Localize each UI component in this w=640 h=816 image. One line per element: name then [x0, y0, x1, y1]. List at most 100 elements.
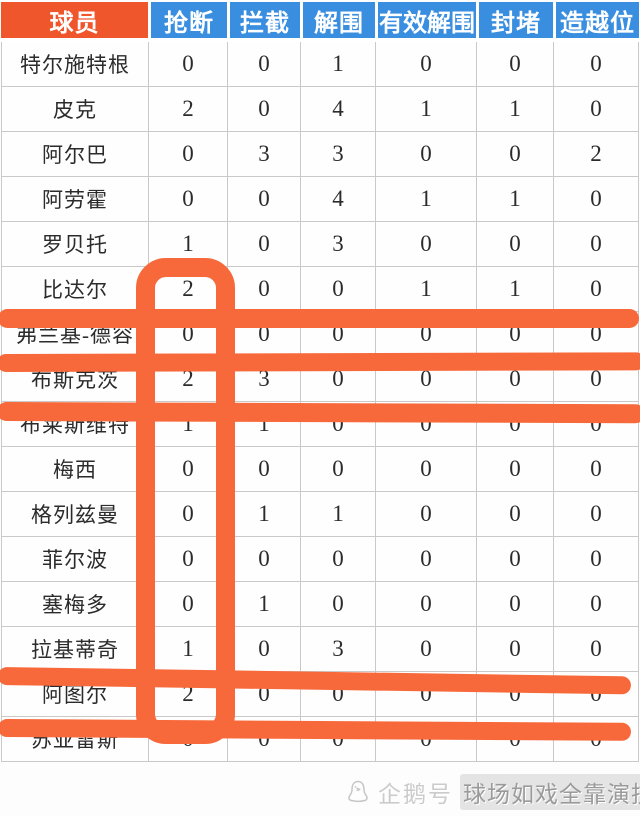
player-name-cell: 阿劳霍 — [1, 177, 148, 222]
stat-cell: 1 — [148, 402, 227, 447]
stat-cell: 3 — [227, 357, 300, 402]
player-name-cell: 布斯克茨 — [1, 357, 148, 402]
stat-cell: 2 — [553, 132, 639, 177]
player-name-cell: 特尔施特根 — [1, 42, 148, 87]
stat-cell: 0 — [148, 492, 227, 537]
stat-cell: 0 — [300, 447, 375, 492]
stat-cell: 1 — [476, 87, 553, 132]
table-row: 布斯克茨 2 3 0 0 0 0 — [1, 357, 639, 402]
stat-cell: 0 — [148, 447, 227, 492]
table-row: 罗贝托 1 0 3 0 0 0 — [1, 222, 639, 267]
column-header-player: 球员 — [1, 2, 148, 42]
stat-cell: 0 — [300, 357, 375, 402]
stat-cell: 0 — [300, 312, 375, 357]
stat-cell: 0 — [227, 312, 300, 357]
stat-cell: 0 — [227, 627, 300, 672]
stat-cell: 0 — [300, 582, 375, 627]
stat-cell: 0 — [148, 582, 227, 627]
stat-cell: 1 — [148, 627, 227, 672]
stat-cell: 0 — [476, 717, 553, 762]
stat-cell: 0 — [553, 672, 639, 717]
player-name-cell: 梅西 — [1, 447, 148, 492]
table-row: 特尔施特根 0 0 1 0 0 0 — [1, 42, 639, 87]
stat-cell: 0 — [476, 447, 553, 492]
column-header-effective-clearances: 有效解围 — [375, 2, 476, 42]
watermark-account-label: 球场如戏全靠演技 — [460, 774, 640, 810]
player-name-cell: 皮克 — [1, 87, 148, 132]
stat-cell: 0 — [476, 357, 553, 402]
stat-cell: 0 — [227, 672, 300, 717]
table-row: 阿劳霍 0 0 4 1 1 0 — [1, 177, 639, 222]
stat-cell: 0 — [375, 42, 476, 87]
stat-cell: 1 — [375, 177, 476, 222]
table-row: 弗兰基-德容 0 0 0 0 0 0 — [1, 312, 639, 357]
stat-cell: 0 — [227, 447, 300, 492]
table-body: 特尔施特根 0 0 1 0 0 0 皮克 2 0 4 1 1 0 阿尔巴 0 3… — [1, 42, 639, 762]
stat-cell: 0 — [476, 402, 553, 447]
stat-cell: 0 — [476, 222, 553, 267]
stat-cell: 2 — [148, 357, 227, 402]
stat-cell: 0 — [553, 537, 639, 582]
stat-cell: 0 — [375, 312, 476, 357]
stat-cell: 0 — [553, 402, 639, 447]
stat-cell: 0 — [227, 87, 300, 132]
stat-cell: 0 — [553, 627, 639, 672]
stat-cell: 1 — [227, 402, 300, 447]
stat-cell: 0 — [375, 447, 476, 492]
stat-cell: 0 — [553, 222, 639, 267]
stat-cell: 0 — [375, 672, 476, 717]
column-header-clearances: 解围 — [300, 2, 375, 42]
stat-cell: 2 — [148, 267, 227, 312]
stat-cell: 0 — [227, 177, 300, 222]
stat-cell: 0 — [476, 627, 553, 672]
stat-cell: 0 — [227, 537, 300, 582]
table-row: 阿图尔 2 0 0 0 0 0 — [1, 672, 639, 717]
player-name-cell: 格列兹曼 — [1, 492, 148, 537]
table-row: 比达尔 2 0 0 1 1 0 — [1, 267, 639, 312]
player-name-cell: 罗贝托 — [1, 222, 148, 267]
stat-cell: 1 — [476, 267, 553, 312]
stat-cell: 0 — [375, 582, 476, 627]
stat-cell: 0 — [300, 267, 375, 312]
player-name-cell: 布莱斯维特 — [1, 402, 148, 447]
stat-cell: 4 — [300, 177, 375, 222]
stat-cell: 0 — [476, 582, 553, 627]
table-row: 阿尔巴 0 3 3 0 0 2 — [1, 132, 639, 177]
stat-cell: 3 — [300, 132, 375, 177]
column-header-interceptions: 拦截 — [227, 2, 300, 42]
header-row: 球员 抢断 拦截 解围 有效解围 封堵 造越位 — [1, 2, 639, 42]
column-header-blocks: 封堵 — [476, 2, 553, 42]
stat-cell: 0 — [375, 222, 476, 267]
player-defense-stats-table: 球员 抢断 拦截 解围 有效解围 封堵 造越位 特尔施特根 0 0 1 0 0 … — [1, 2, 639, 762]
stat-cell: 3 — [227, 132, 300, 177]
stat-cell: 0 — [227, 717, 300, 762]
stat-cell: 1 — [300, 42, 375, 87]
table-row: 拉基蒂奇 1 0 3 0 0 0 — [1, 627, 639, 672]
stat-cell: 0 — [300, 717, 375, 762]
stat-cell: 0 — [148, 42, 227, 87]
stat-cell: 1 — [227, 492, 300, 537]
stat-cell: 1 — [300, 492, 375, 537]
stat-cell: 1 — [375, 87, 476, 132]
player-name-cell: 比达尔 — [1, 267, 148, 312]
stat-cell: 0 — [375, 627, 476, 672]
table-row: 布莱斯维特 1 1 0 0 0 0 — [1, 402, 639, 447]
stat-cell: 0 — [148, 537, 227, 582]
table-row: 菲尔波 0 0 0 0 0 0 — [1, 537, 639, 582]
table-row: 塞梅多 0 1 0 0 0 0 — [1, 582, 639, 627]
stat-cell: 4 — [300, 87, 375, 132]
player-name-cell: 塞梅多 — [1, 582, 148, 627]
stat-cell: 0 — [553, 42, 639, 87]
stat-cell: 0 — [553, 717, 639, 762]
stat-cell: 0 — [375, 132, 476, 177]
stat-cell: 0 — [476, 132, 553, 177]
stat-cell: 0 — [553, 177, 639, 222]
stat-cell: 0 — [148, 312, 227, 357]
stat-cell: 0 — [476, 672, 553, 717]
stat-cell: 0 — [375, 402, 476, 447]
stat-cell: 0 — [227, 267, 300, 312]
stat-cell: 0 — [553, 447, 639, 492]
stat-cell: 0 — [553, 87, 639, 132]
player-name-cell: 苏亚雷斯 — [1, 717, 148, 762]
